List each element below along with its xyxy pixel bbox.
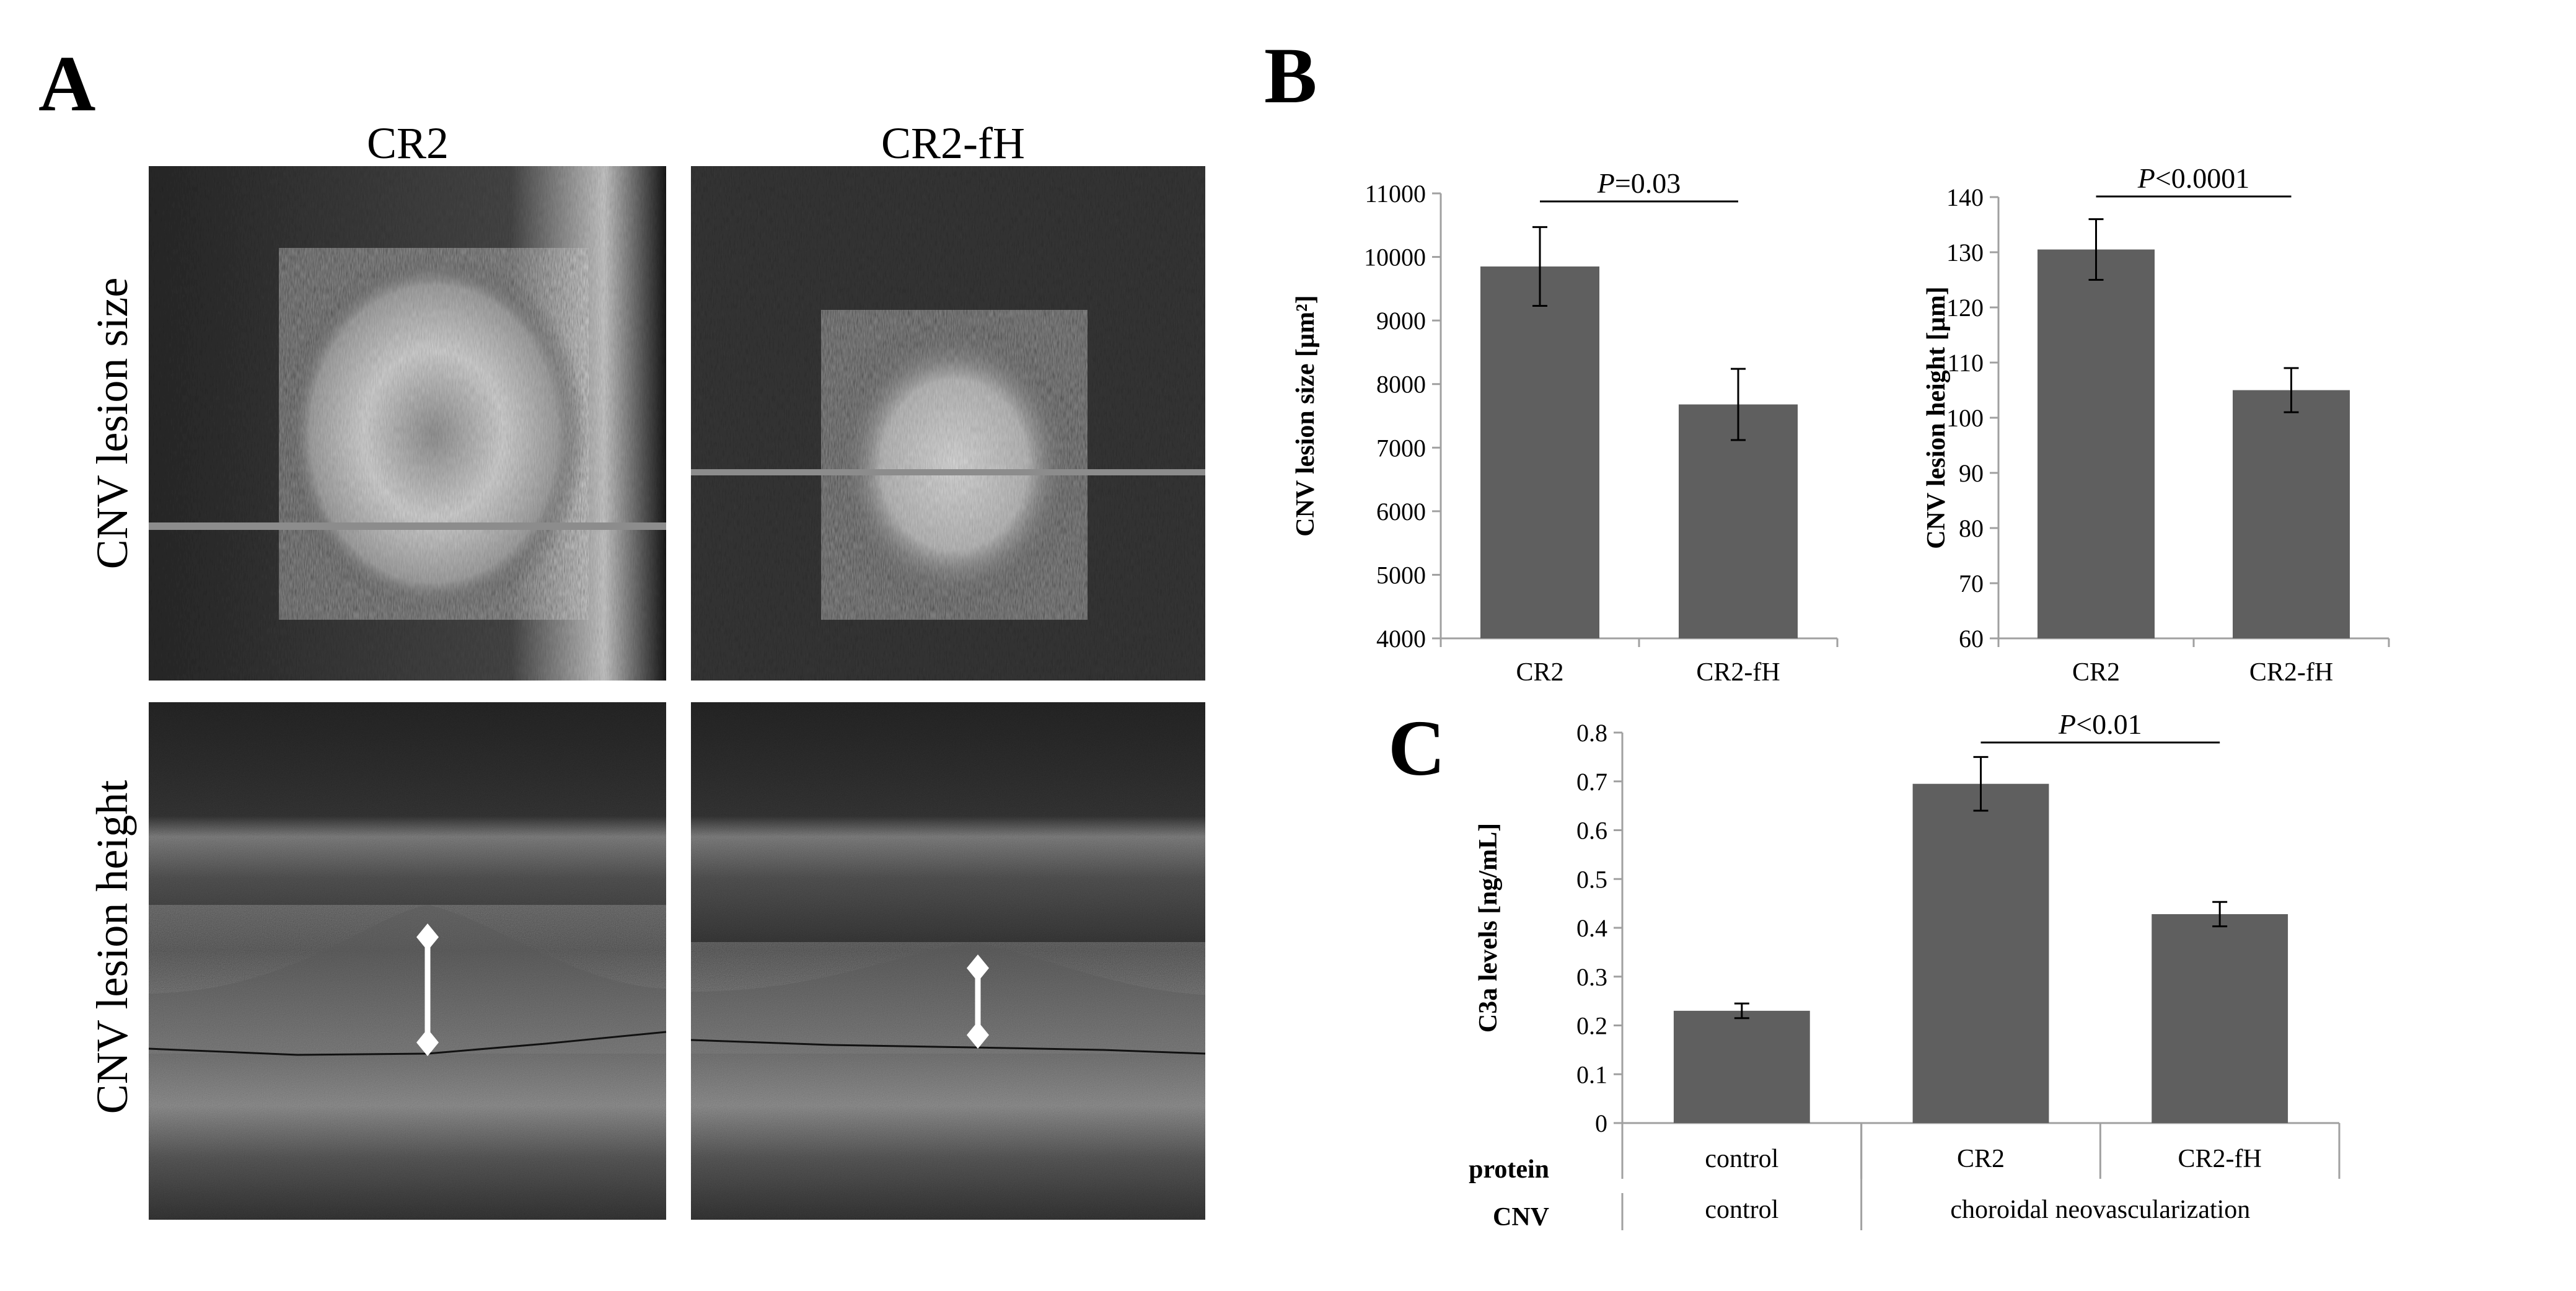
y-tick-label: 8000: [1376, 371, 1426, 399]
y-tick-label: 130: [1946, 239, 1984, 267]
y-tick-label: 5000: [1376, 561, 1426, 589]
cnv-group-label-control: control: [1705, 1196, 1778, 1224]
y-tick-label: 9000: [1376, 307, 1426, 335]
y-tick-label: 6000: [1376, 498, 1426, 526]
y-tick-label: 70: [1959, 570, 1984, 597]
y-tick-label: 0: [1595, 1109, 1607, 1137]
panel-a-letter: A: [38, 40, 95, 128]
y-tick-label: 10000: [1364, 244, 1426, 271]
y-tick-label: 140: [1946, 183, 1984, 211]
y-tick-label: 0.5: [1576, 865, 1607, 893]
x-category-label: control: [1705, 1145, 1778, 1173]
y-tick-label: 90: [1959, 459, 1984, 487]
y-tick-label: 0.6: [1576, 817, 1607, 845]
x-category-label: CR2-fH: [1696, 658, 1780, 687]
panel-a-row-title-height: CNV lesion height: [87, 780, 137, 1114]
double-arrow-icon: [416, 923, 439, 1056]
y-axis-label: CNV lesion size [µm²]: [1291, 295, 1320, 536]
y-tick-label: 0.2: [1576, 1012, 1607, 1040]
y-axis-label: C3a levels [ng/mL]: [1474, 823, 1503, 1033]
y-tick-label: 120: [1946, 294, 1984, 322]
y-tick-label: 80: [1959, 514, 1984, 542]
y-tick-label: 0.4: [1576, 914, 1607, 942]
bar-cr2: [1912, 783, 2049, 1123]
y-tick-label: 0.3: [1576, 963, 1607, 991]
image-cr2-lesion-height: [148, 702, 667, 1220]
p-value-annotation: P<0.01: [2058, 708, 2142, 740]
bar-cr2-fh: [2233, 390, 2350, 638]
p-value-annotation: P=0.03: [1597, 167, 1681, 199]
chart-c3a-levels: 0 0.1 0.2 0.3 0.4 0.5 0.6 0.7 0.8 C3a levels [ng/…: [1469, 708, 2341, 1232]
p-value-annotation: P<0.0001: [2137, 162, 2250, 194]
y-tick-label: 60: [1959, 625, 1984, 653]
x-category-label: CR2: [1957, 1145, 2005, 1173]
bar-cr2-fh: [1679, 404, 1798, 638]
y-tick-label: 0.8: [1576, 719, 1607, 747]
panel-a-col-title-cr2: CR2: [367, 118, 449, 168]
chart-cnv-lesion-height: 60 70 80 90 100 110 120 130 140 CNV lesion height…: [1922, 162, 2390, 687]
panel-a-row-title-size: CNV lesion size: [87, 278, 137, 570]
row-label-cnv: CNV: [1493, 1203, 1549, 1232]
x-category-label: CR2-fH: [2178, 1145, 2261, 1173]
image-cr2-lesion-size: [149, 166, 666, 681]
chart-cnv-lesion-size: 4000 5000 6000 7000 8000 9000 10000 11000 CNV le…: [1291, 167, 1839, 687]
panel-c-letter: C: [1388, 704, 1445, 792]
row-label-protein: protein: [1469, 1155, 1549, 1184]
y-tick-label: 100: [1946, 404, 1984, 432]
y-tick-label: 4000: [1376, 625, 1426, 653]
y-tick-label: 7000: [1376, 434, 1426, 462]
double-arrow-icon: [967, 954, 989, 1049]
bar-cr2: [1480, 266, 1599, 638]
x-category-label: CR2-fH: [2249, 658, 2333, 687]
y-tick-label: 110: [1947, 349, 1984, 377]
cnv-group-label-cnv: choroidal neovascularization: [1950, 1196, 2250, 1224]
x-category-label: CR2: [1516, 658, 1563, 687]
y-tick-label: 11000: [1365, 180, 1426, 208]
bar-cr2: [2038, 249, 2155, 638]
y-tick-label: 0.1: [1576, 1060, 1607, 1088]
panel-a-col-title-cr2fh: CR2-fH: [881, 118, 1025, 168]
bar-control: [1673, 1010, 1810, 1123]
y-tick-label: 0.7: [1576, 768, 1607, 796]
panel-b-letter: B: [1264, 32, 1317, 120]
image-cr2fh-lesion-height: [690, 702, 1206, 1220]
x-category-label: CR2: [2072, 658, 2120, 687]
y-axis-label: CNV lesion height [µm]: [1922, 286, 1951, 549]
image-cr2fh-lesion-size: [691, 166, 1205, 681]
bar-cr2-fh: [2152, 914, 2288, 1123]
